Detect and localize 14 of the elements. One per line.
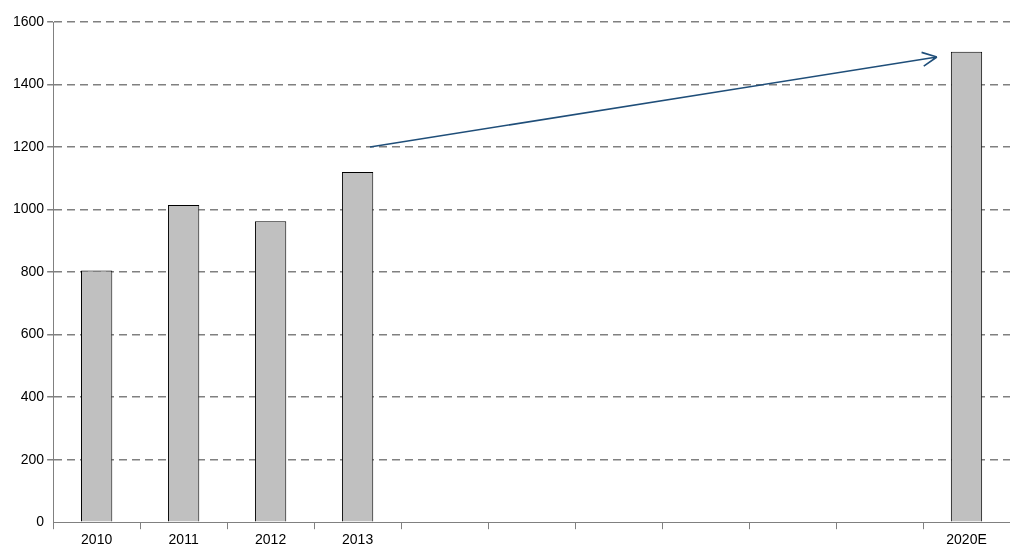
y-tick-label: 1200 bbox=[12, 137, 45, 154]
x-tick-label: 2020E bbox=[946, 531, 987, 548]
x-tick-label: 2010 bbox=[81, 531, 113, 548]
y-tick-label: 600 bbox=[20, 325, 45, 342]
y-tick-label: 1000 bbox=[12, 200, 45, 217]
y-tick-label: 200 bbox=[20, 450, 45, 467]
y-tick-label: 800 bbox=[20, 262, 45, 279]
y-tick-label: 1400 bbox=[12, 75, 45, 92]
y-tick-label: 1600 bbox=[12, 12, 45, 29]
x-tick-label: 2011 bbox=[168, 531, 199, 548]
y-tick-label: 0 bbox=[36, 513, 45, 530]
x-tick-label: 2013 bbox=[342, 531, 374, 548]
x-tick-label: 2012 bbox=[255, 531, 287, 548]
y-tick-label: 400 bbox=[20, 388, 45, 405]
